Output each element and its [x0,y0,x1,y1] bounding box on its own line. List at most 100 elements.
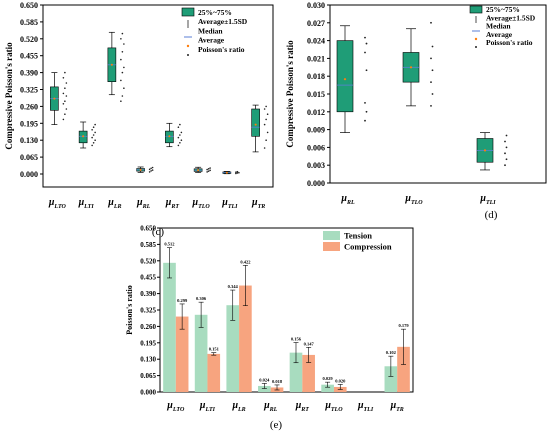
box-TLI [222,170,240,175]
legend-swatch-mean [186,44,190,48]
data-point [236,170,239,173]
mean-point [82,135,85,138]
y-tick-label: 0.325 [140,307,156,315]
y-axis-label: Poisson's ratio [125,285,134,335]
y-axis-label: Compressive Poisson's ratio [4,42,14,150]
y-tick-label: 0.195 [20,119,38,128]
legend-swatch-box [181,7,195,17]
y-tick-label: 0.585 [140,241,156,249]
x-category-label: μTLI [479,193,496,206]
data-point [504,152,506,155]
y-tick-label: 0.006 [307,143,325,152]
y-tick-label: 0.455 [140,274,156,282]
data-label: 0.422 [240,259,251,264]
bar [258,385,271,392]
mean-point [53,97,56,100]
data-label: 0.306 [196,296,207,301]
data-point [64,87,66,89]
data-point [236,172,239,174]
box-TLO [402,21,434,107]
data-point [365,69,368,72]
y-axis-label: Compressive Poisson's ratio [285,40,295,148]
x-category-label: μTLO [192,197,211,210]
bar-tension-RT: 0.156 [289,337,303,392]
box-TLO [193,166,211,173]
data-point [209,167,211,169]
data-label: 0.512 [164,242,175,247]
data-point [150,167,152,170]
mean-point [168,135,171,138]
data-point [62,77,65,79]
bar-tension-TR: 0.102 [384,350,398,392]
data-label: 0.344 [228,284,239,289]
legend-swatch-compression [323,242,340,251]
legend-label: Median [486,22,511,31]
data-point [180,139,183,141]
data-point [151,169,154,171]
data-point [62,118,65,121]
bar [302,354,315,392]
box-TR [251,104,269,153]
y-tick-label: 0.030 [307,1,325,10]
data-point [92,142,95,144]
legend-swatch-mean [474,37,478,41]
bar-compression-RT: 0.147 [302,341,315,392]
bar-compression-TLO: 0.020 [333,378,347,392]
y-tick-label: 0.260 [140,323,156,331]
y-tick-label: 0.009 [307,126,325,135]
bar-compression-LTO: 0.299 [175,298,189,392]
panel-c-boxplot: 0.000 0.065 0.130 0.195 0.260 0.325 0.390 0.455… [4,1,274,238]
data-point [94,131,96,134]
bar [207,353,221,392]
data-label: 0.102 [386,350,397,355]
panel-d-boxplot: 0.000 0.003 0.006 0.009 0.012 0.015 0.018 0.021… [285,1,547,221]
box-TLI [476,132,508,171]
mean-point [343,78,347,81]
data-point [364,119,366,122]
panel-label: (c) [152,226,165,238]
data-point [123,43,125,45]
bar-compression-LR: 0.422 [239,259,252,392]
data-point [91,144,93,147]
box-LR [107,31,125,102]
box-RL [136,166,154,173]
data-point [265,139,267,141]
legend-label: Average±1.5SD [198,17,248,26]
data-point [177,126,180,128]
data-point [431,69,434,72]
x-category-label: μRL [340,193,355,206]
data-point [430,57,432,60]
data-label: 0.020 [335,378,346,383]
x-category-label: μLR [107,197,121,210]
bar-compression-TR: 0.179 [397,323,410,392]
data-point [179,123,181,126]
y-tick-label: 0.520 [20,35,38,44]
data-point [121,32,124,35]
data-point [62,92,65,95]
bar [397,346,410,392]
data-point [207,170,210,172]
bar [384,366,398,392]
y-tick-label: 0.585 [20,18,38,27]
data-point [151,166,154,169]
x-category-label: μRL [263,400,278,413]
data-point [266,131,269,134]
legend-label: Poisson's ratio [198,45,245,54]
y-tick-label: 0.015 [307,90,325,99]
data-point [120,100,122,102]
y-tick-label: 0.325 [20,86,38,95]
data-point [504,164,506,167]
data-point [265,118,267,121]
data-point [121,51,124,53]
y-tick-label: 0.000 [20,170,38,179]
data-point [505,158,508,161]
mean-point [254,123,257,126]
bar [163,262,176,392]
data-point [65,95,68,97]
data-point [504,140,506,143]
x-category-label: μTLO [324,400,343,413]
data-point [121,95,124,97]
data-label: 0.024 [259,377,270,382]
